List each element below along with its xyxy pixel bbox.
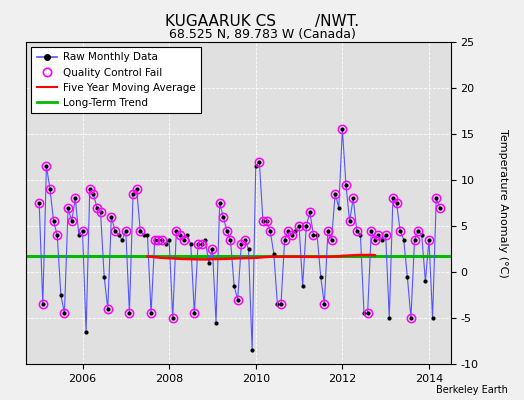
Legend: Raw Monthly Data, Quality Control Fail, Five Year Moving Average, Long-Term Tren: Raw Monthly Data, Quality Control Fail, …	[31, 47, 201, 113]
Text: 68.525 N, 89.783 W (Canada): 68.525 N, 89.783 W (Canada)	[169, 28, 355, 41]
Y-axis label: Temperature Anomaly (°C): Temperature Anomaly (°C)	[498, 129, 508, 277]
Text: Berkeley Earth: Berkeley Earth	[436, 385, 508, 395]
Text: KUGAARUK CS        /NWT.: KUGAARUK CS /NWT.	[165, 14, 359, 29]
